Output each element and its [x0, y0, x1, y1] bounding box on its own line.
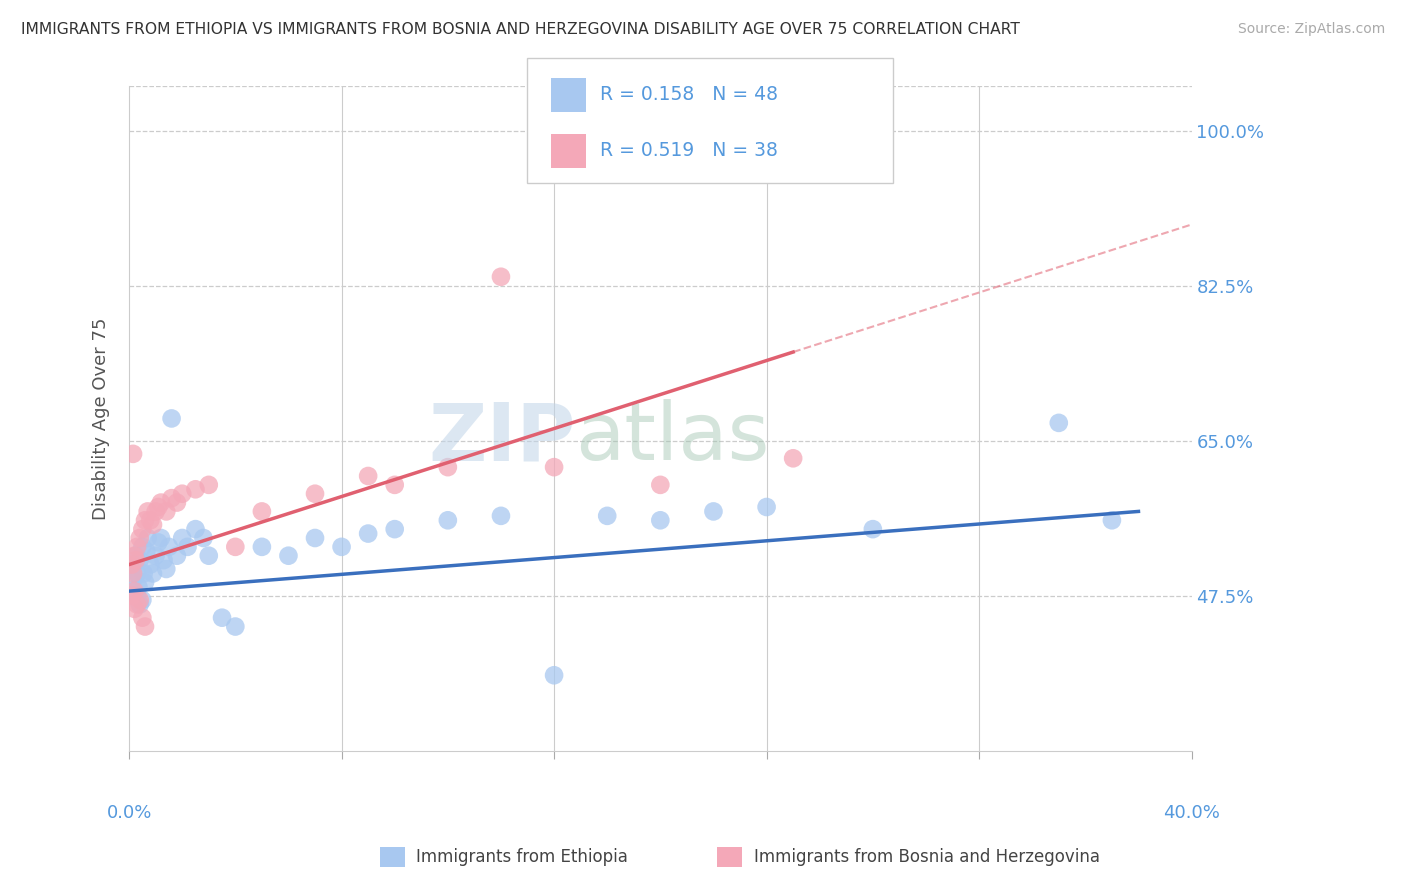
Point — [121, 558, 143, 572]
Point — [357, 469, 380, 483]
Text: R = 0.519   N = 38: R = 0.519 N = 38 — [600, 141, 779, 161]
Point — [148, 500, 170, 514]
Point — [149, 531, 172, 545]
Point — [125, 589, 148, 603]
Point — [142, 517, 165, 532]
Point — [250, 504, 273, 518]
Point — [124, 549, 146, 563]
Point — [135, 544, 157, 558]
Text: 40.0%: 40.0% — [1163, 804, 1220, 822]
Point — [128, 593, 150, 607]
Point — [152, 553, 174, 567]
Text: IMMIGRANTS FROM ETHIOPIA VS IMMIGRANTS FROM BOSNIA AND HERZEGOVINA DISABILITY AG: IMMIGRANTS FROM ETHIOPIA VS IMMIGRANTS F… — [21, 22, 1019, 37]
Point — [357, 526, 380, 541]
Point — [224, 619, 246, 633]
Point — [148, 535, 170, 549]
Point — [172, 486, 194, 500]
Point — [650, 478, 672, 492]
Point — [596, 508, 619, 523]
Point — [277, 549, 299, 563]
Point — [166, 495, 188, 509]
Point — [121, 589, 143, 603]
Point — [122, 566, 145, 581]
Point — [124, 571, 146, 585]
Point — [128, 531, 150, 545]
Point — [136, 504, 159, 518]
Point — [384, 478, 406, 492]
Point — [166, 549, 188, 563]
Point — [172, 531, 194, 545]
Text: atlas: atlas — [575, 400, 769, 477]
Point — [139, 558, 162, 572]
Point — [125, 553, 148, 567]
Point — [125, 540, 148, 554]
Point — [543, 668, 565, 682]
Point — [176, 540, 198, 554]
Point — [136, 531, 159, 545]
Text: Immigrants from Bosnia and Herzegovina: Immigrants from Bosnia and Herzegovina — [754, 848, 1099, 866]
Point — [121, 562, 143, 576]
Point — [125, 598, 148, 612]
Text: ZIP: ZIP — [427, 400, 575, 477]
Point — [131, 610, 153, 624]
Point — [131, 540, 153, 554]
Point — [155, 504, 177, 518]
Point — [122, 558, 145, 572]
Point — [224, 540, 246, 554]
Point — [184, 522, 207, 536]
Point — [197, 478, 219, 492]
Point — [124, 602, 146, 616]
Point — [330, 540, 353, 554]
Point — [193, 531, 215, 545]
Point — [149, 495, 172, 509]
Point — [437, 513, 460, 527]
Point — [543, 460, 565, 475]
Point — [128, 553, 150, 567]
Point — [862, 522, 884, 536]
Point — [122, 447, 145, 461]
Point — [145, 549, 167, 563]
Point — [142, 566, 165, 581]
Text: 0.0%: 0.0% — [107, 804, 152, 822]
Point — [127, 580, 149, 594]
Point — [304, 486, 326, 500]
Point — [134, 513, 156, 527]
Point — [155, 562, 177, 576]
Point — [384, 522, 406, 536]
Point — [755, 500, 778, 514]
Point — [489, 269, 512, 284]
Point — [139, 513, 162, 527]
Point — [702, 504, 724, 518]
Y-axis label: Disability Age Over 75: Disability Age Over 75 — [93, 318, 110, 520]
Text: R = 0.158   N = 48: R = 0.158 N = 48 — [600, 85, 779, 104]
Point — [134, 575, 156, 590]
Point — [132, 566, 155, 581]
Point — [128, 598, 150, 612]
Point — [304, 531, 326, 545]
Point — [1047, 416, 1070, 430]
Point — [489, 508, 512, 523]
Point — [160, 491, 183, 505]
Text: Immigrants from Ethiopia: Immigrants from Ethiopia — [416, 848, 628, 866]
Point — [250, 540, 273, 554]
Point — [184, 483, 207, 497]
Point — [131, 593, 153, 607]
Text: Source: ZipAtlas.com: Source: ZipAtlas.com — [1237, 22, 1385, 37]
Point — [125, 549, 148, 563]
Point — [134, 619, 156, 633]
Point — [145, 504, 167, 518]
Point — [125, 566, 148, 581]
Point — [782, 451, 804, 466]
Point — [1101, 513, 1123, 527]
Point — [124, 584, 146, 599]
Point — [157, 540, 180, 554]
Point — [211, 610, 233, 624]
Point — [160, 411, 183, 425]
Point — [437, 460, 460, 475]
Point — [650, 513, 672, 527]
Point — [197, 549, 219, 563]
Point — [131, 522, 153, 536]
